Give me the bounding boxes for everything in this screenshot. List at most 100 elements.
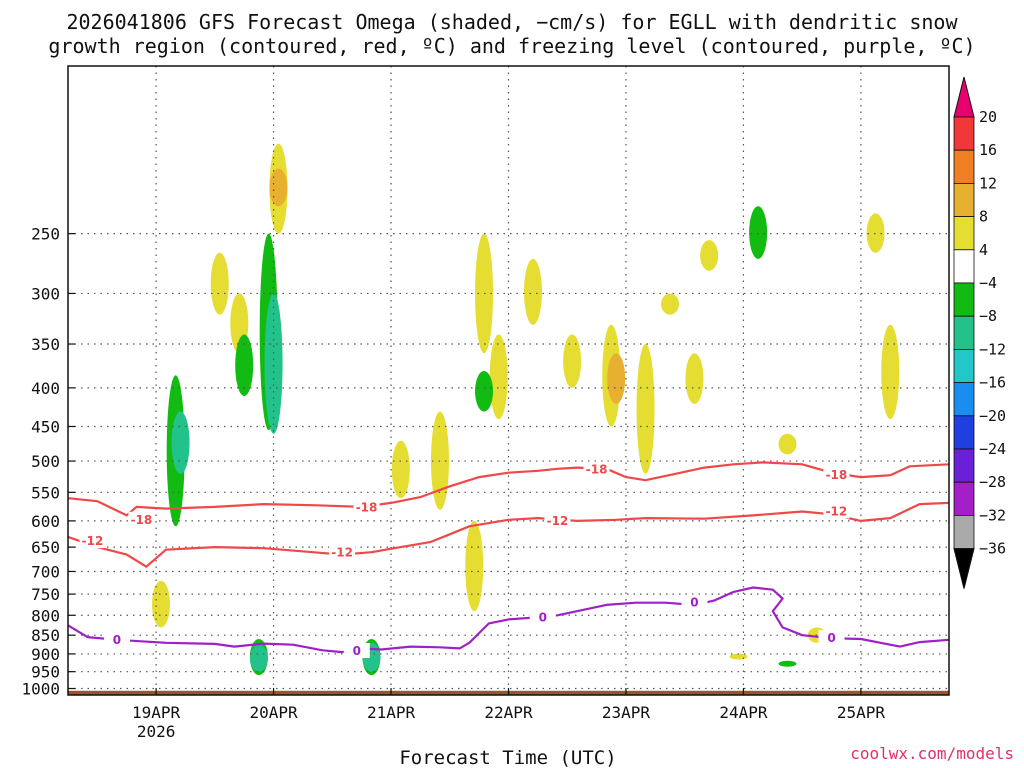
- y-tick-label-450: 450: [31, 417, 60, 436]
- omega-shaded-region-27: [700, 240, 719, 271]
- credit-text: coolwx.com/models: [850, 744, 1014, 763]
- omega-shaded-region-33: [778, 660, 797, 667]
- chart-title-line-1: 2026041806 GFS Forecast Omega (shaded, −…: [66, 10, 958, 34]
- y-tick-label-850: 850: [31, 626, 60, 645]
- contour-label-0-1: 0: [353, 644, 361, 658]
- colorbar-label-16: 16: [979, 141, 997, 159]
- omega-shaded-region-25: [661, 293, 680, 315]
- omega-shaded-region-19: [475, 371, 494, 412]
- colorbar-label--36: −36: [979, 540, 1006, 558]
- colorbar-upper-extend-triangle: [953, 76, 975, 118]
- contour-label-bg--12-0: [79, 533, 106, 549]
- contour-label-bg--18-1: [353, 499, 380, 515]
- x-tick-label-24APR: 24APR: [719, 703, 768, 722]
- chart-title-line-2: growth region (contoured, red, ºC) and f…: [48, 34, 976, 58]
- y-tick-label-1000: 1000: [21, 680, 60, 699]
- omega-shaded-region-16: [465, 520, 484, 612]
- x-tick-label-25APR: 25APR: [837, 703, 886, 722]
- contour-label-0-0: 0: [113, 633, 121, 647]
- omega-shaded-region-21: [563, 334, 582, 388]
- contour-label--12-3: -12: [826, 504, 848, 518]
- colorbar-swatch--24-to--28: [953, 448, 975, 483]
- contour-label--18-3: -18: [826, 468, 848, 482]
- colorbar-swatch--12-to--16: [953, 348, 975, 383]
- contour-label-bg-0-3: [681, 594, 708, 610]
- colorbar-swatch--20-to--24: [953, 415, 975, 450]
- y-tick-label-250: 250: [31, 225, 60, 244]
- contour-label--18-0: -18: [131, 513, 153, 527]
- y-tick-label-350: 350: [31, 335, 60, 354]
- x-tick-label-21APR: 21APR: [367, 703, 416, 722]
- y-tick-label-550: 550: [31, 483, 60, 502]
- y-tick-label-600: 600: [31, 512, 60, 531]
- colorbar-swatch--16-to--20: [953, 382, 975, 417]
- omega-shaded-region-23: [607, 353, 626, 404]
- colorbar-label--20: −20: [979, 407, 1006, 425]
- contour-line-0: [68, 586, 949, 654]
- colorbar-swatch-12-to-8: [953, 182, 975, 217]
- colorbar-label--32: −32: [979, 506, 1006, 524]
- y-tick-label-500: 500: [31, 452, 60, 471]
- contour-label-0-4: 0: [827, 631, 835, 645]
- colorbar-label--28: −28: [979, 473, 1006, 491]
- colorbar-swatch--32-to--36: [953, 515, 975, 550]
- x-tick-label-23APR: 23APR: [602, 703, 651, 722]
- contour-label-bg--18-3: [823, 467, 850, 483]
- x-tick-label-19APR: 19APR: [132, 703, 181, 722]
- contour-label-0-2: 0: [539, 611, 547, 625]
- colorbar-label--4: −4: [979, 274, 997, 292]
- omega-shaded-region-18: [489, 334, 508, 420]
- contour-label-bg--18-0: [128, 511, 155, 527]
- x-tick-sublabel-year: 2026: [137, 722, 176, 741]
- omega-shaded-region-11: [249, 644, 268, 672]
- y-tick-label-700: 700: [31, 562, 60, 581]
- omega-shaded-region-30: [866, 213, 885, 253]
- contour-label--12-0: -12: [82, 534, 104, 548]
- omega-shaded-region-20: [523, 258, 542, 325]
- contour-label-bg-0-4: [818, 630, 845, 646]
- omega-shaded-region-28: [749, 206, 768, 259]
- omega-shaded-region-9: [151, 580, 170, 628]
- colorbar-label--8: −8: [979, 307, 997, 325]
- x-tick-label-22APR: 22APR: [484, 703, 533, 722]
- colorbar-swatch-16-to-12: [953, 149, 975, 184]
- contour-label-bg--18-2: [583, 461, 610, 477]
- x-tick-label-20APR: 20APR: [249, 703, 298, 722]
- colorbar-swatch-4-to--4: [953, 249, 975, 284]
- colorbar-swatch--28-to--32: [953, 481, 975, 516]
- omega-shaded-region-6: [264, 293, 283, 434]
- contour-label-0-3: 0: [690, 596, 698, 610]
- colorbar-swatch--4-to--8: [953, 282, 975, 317]
- x-axis-label: Forecast Time (UTC): [399, 747, 616, 768]
- omega-shaded-region-29: [778, 433, 797, 455]
- colorbar-label--24: −24: [979, 440, 1006, 458]
- colorbar-label-4: 4: [979, 241, 988, 259]
- omega-shaded-region-0: [210, 252, 229, 315]
- omega-shaded-region-31: [881, 324, 900, 420]
- contour-line--12: [68, 501, 949, 568]
- contour-label-bg-0-1: [343, 643, 370, 659]
- omega-shaded-region-14: [391, 440, 410, 499]
- colorbar-label-12: 12: [979, 174, 997, 192]
- omega-shaded-region-4: [235, 334, 254, 396]
- colorbar-swatch--8-to--12: [953, 315, 975, 350]
- colorbar-label--12: −12: [979, 340, 1006, 358]
- omega-shaded-region-3: [171, 411, 190, 474]
- omega-shaded-region-34: [729, 653, 748, 660]
- contour-label-bg--12-1: [329, 544, 356, 560]
- colorbar-label--16: −16: [979, 374, 1006, 392]
- y-tick-label-800: 800: [31, 606, 60, 625]
- colorbar-label-20: 20: [979, 108, 997, 126]
- y-tick-label-300: 300: [31, 284, 60, 303]
- contour-label--12-1: -12: [331, 546, 353, 560]
- contour-label-bg--12-3: [823, 503, 850, 519]
- omega-shaded-region-8: [269, 168, 288, 207]
- contour-label-bg-0-2: [529, 609, 556, 625]
- y-tick-label-650: 650: [31, 538, 60, 557]
- plot-area: [68, 66, 949, 695]
- colorbar-swatch-8-to-4: [953, 216, 975, 251]
- contour-label-bg-0-0: [103, 632, 130, 648]
- y-tick-label-750: 750: [31, 585, 60, 604]
- contour-label--18-1: -18: [356, 500, 378, 514]
